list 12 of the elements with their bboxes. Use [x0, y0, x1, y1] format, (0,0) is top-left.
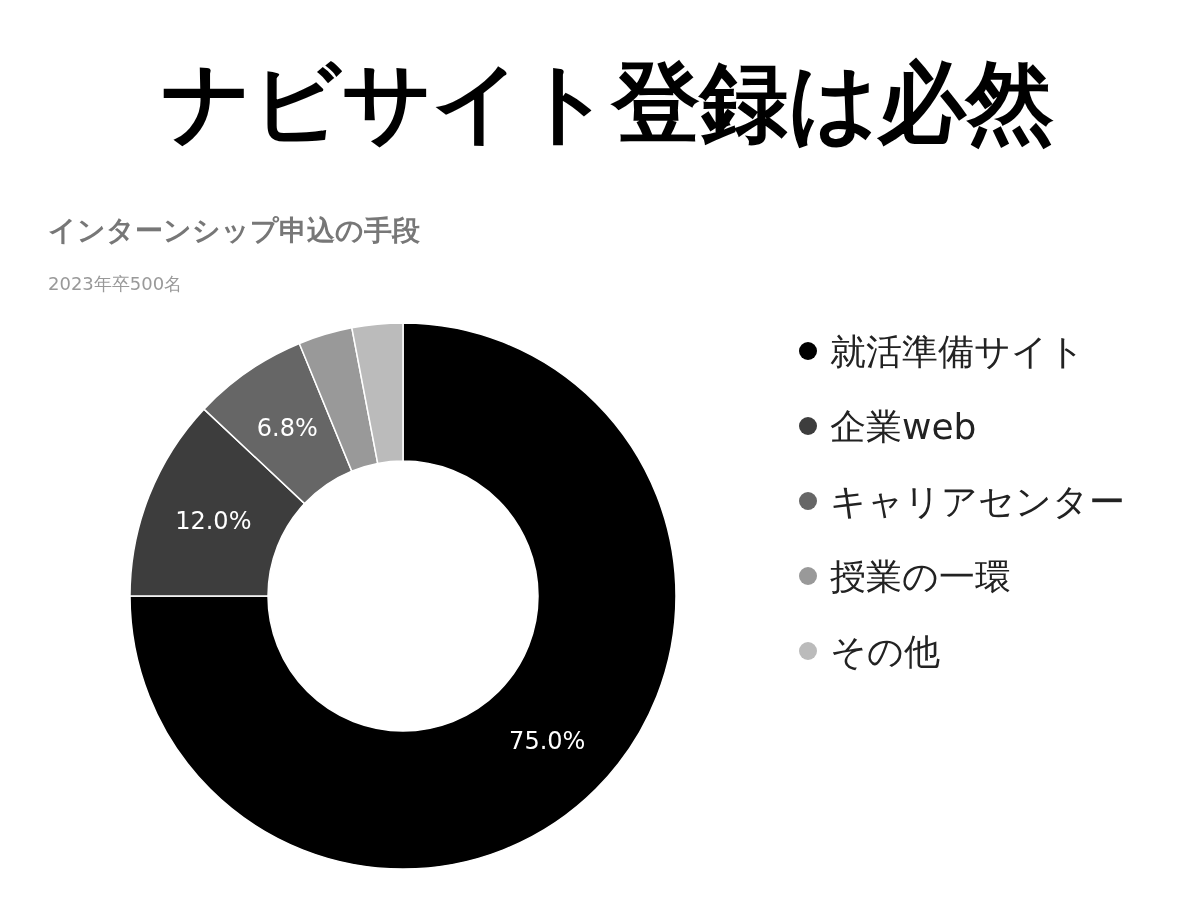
data-label: 6.8% — [256, 414, 318, 443]
chart-subtitle: インターンシップ申込の手段 — [48, 214, 421, 247]
donut-slice — [129, 322, 677, 870]
data-label: 12.0% — [175, 507, 252, 536]
legend-label: 就活準備サイト — [830, 330, 1085, 372]
text: 2023年卒500名 — [48, 273, 183, 294]
legend-label: 授業の一環 — [830, 555, 1011, 597]
chart-title: ナビサイト登録は必然 — [162, 51, 1054, 154]
data-label: 75.0% — [509, 726, 586, 755]
legend-label: その他 — [830, 630, 940, 672]
legend-label: 企業web — [830, 405, 977, 447]
legend-label: キャリアセンター — [830, 480, 1125, 522]
